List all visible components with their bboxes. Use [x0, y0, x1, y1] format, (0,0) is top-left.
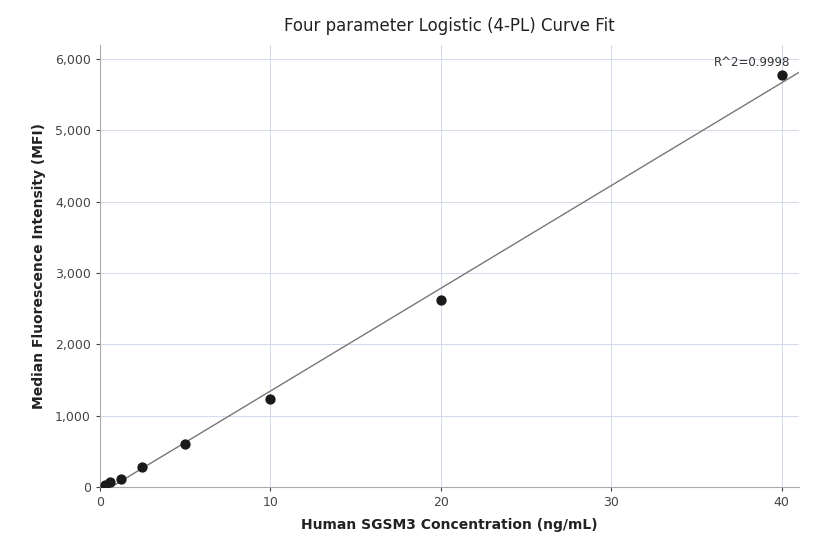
Y-axis label: Median Fluorescence Intensity (MFI): Median Fluorescence Intensity (MFI) [32, 123, 47, 409]
Point [136, 463, 149, 472]
Title: Four parameter Logistic (4-PL) Curve Fit: Four parameter Logistic (4-PL) Curve Fit [284, 17, 615, 35]
Point [434, 296, 448, 305]
Point [115, 474, 128, 483]
X-axis label: Human SGSM3 Concentration (ng/mL): Human SGSM3 Concentration (ng/mL) [301, 517, 597, 531]
Point [178, 440, 191, 449]
Text: R^2=0.9998: R^2=0.9998 [714, 55, 790, 68]
Point [104, 478, 117, 487]
Point [775, 71, 789, 80]
Point [98, 480, 111, 489]
Point [264, 395, 277, 404]
